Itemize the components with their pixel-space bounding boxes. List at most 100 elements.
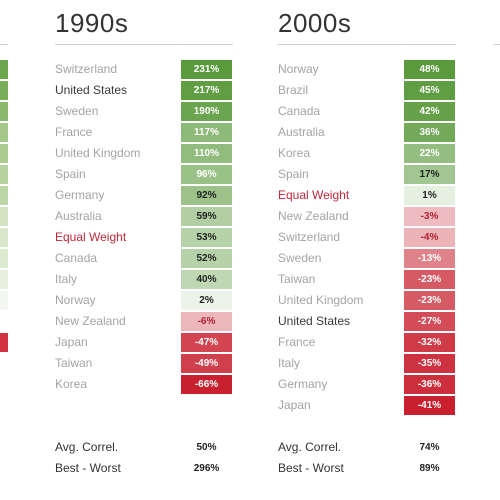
country-label: Sweden [278,251,322,265]
country-label: Australia [55,209,102,223]
summary-label: Best - Worst [55,461,121,475]
summary-label: Best - Worst [278,461,344,475]
table-row: Equal Weight 53% [55,228,233,247]
table-row: Japan -47% [55,333,233,352]
edge-cell [0,123,8,142]
country-label: Brazil [278,83,309,97]
value-cell: 53% [181,228,232,247]
country-label: Japan [278,398,311,412]
summary-row: Best - Worst 89% [278,459,456,478]
value-cell: 117% [181,123,232,142]
table-row: Switzerland -4% [278,228,456,247]
summary-label: Avg. Correl. [55,440,119,454]
value-cell: 40% [181,270,232,289]
value-cell: -3% [404,207,455,226]
country-label: Spain [55,167,86,181]
country-label: France [278,335,316,349]
table-row: Italy 40% [55,270,233,289]
summary-value: 296% [193,463,220,474]
table-row: New Zealand -6% [55,312,233,331]
table-row: Spain 96% [55,165,233,184]
value-cell: 217% [181,81,232,100]
table-row: Japan -41% [278,396,456,415]
table-row: Italy -35% [278,354,456,373]
table-row: Sweden 190% [55,102,233,121]
value-cell: -6% [181,312,232,331]
table-row: United States -27% [278,312,456,331]
edge-cell [0,291,8,310]
table-row: France 117% [55,123,233,142]
summary-label: Avg. Correl. [278,440,342,454]
summary-value: 74% [419,442,440,453]
value-cell: -35% [404,354,455,373]
value-cell: -36% [404,375,455,394]
country-label: United Kingdom [278,293,364,307]
table-row: Korea 22% [278,144,456,163]
country-label: United States [278,314,351,328]
country-label: Korea [55,377,88,391]
value-cell: 231% [181,60,232,79]
edge-cell [0,102,8,121]
table-row: Spain 17% [278,165,456,184]
table-row: Norway 2% [55,291,233,310]
country-label: Italy [55,272,78,286]
country-label: Norway [278,62,319,76]
title-rule [278,44,456,45]
summary-row: Avg. Correl. 74% [278,438,456,457]
summary-value: 50% [196,442,217,453]
value-cell: -4% [404,228,455,247]
country-label: United States [55,83,128,97]
table-row: Taiwan -23% [278,270,456,289]
country-label: Equal Weight [55,230,127,244]
table-row: Germany -36% [278,375,456,394]
country-label: Taiwan [55,356,93,370]
value-cell: -47% [181,333,232,352]
value-cell: 48% [404,60,455,79]
table-row: Canada 52% [55,249,233,268]
value-cell: 45% [404,81,455,100]
country-label: Switzerland [55,62,118,76]
country-label: Norway [55,293,96,307]
edge-cell [0,60,8,79]
country-label: Spain [278,167,309,181]
edge-cell [0,81,8,100]
value-cell: -13% [404,249,455,268]
summary-row: Avg. Correl. 50% [55,438,233,457]
value-cell: -23% [404,291,455,310]
table-row: Norway 48% [278,60,456,79]
table-row: Sweden -13% [278,249,456,268]
value-cell: -41% [404,396,455,415]
edge-cell [0,186,8,205]
country-label: Japan [55,335,88,349]
table-row: United Kingdom -23% [278,291,456,310]
table-row: United Kingdom 110% [55,144,233,163]
country-label: Korea [278,146,311,160]
table-row: Australia 59% [55,207,233,226]
value-cell: -49% [181,354,232,373]
edge-cell [0,249,8,268]
edge-cell [0,165,8,184]
value-cell: 59% [181,207,232,226]
value-cell: -27% [404,312,455,331]
value-cell: -32% [404,333,455,352]
summary-value: 89% [419,463,440,474]
title-rule [55,44,233,45]
value-cell: 96% [181,165,232,184]
value-cell: 52% [181,249,232,268]
table-row: Switzerland 231% [55,60,233,79]
table-row: Equal Weight 1% [278,186,456,205]
country-label: Canada [55,251,98,265]
value-cell: 92% [181,186,232,205]
edge-cell [0,270,8,289]
value-cell: -23% [404,270,455,289]
left-edge-rule [0,44,8,45]
value-cell: 2% [181,291,232,310]
panel-title: 1990s [55,8,129,38]
value-cell: 1% [404,186,455,205]
edge-cell [0,228,8,247]
country-label: Sweden [55,104,99,118]
table-row: Korea -66% [55,375,233,394]
table-row: Canada 42% [278,102,456,121]
country-label: Canada [278,104,321,118]
panel-title: 2000s [278,8,352,38]
